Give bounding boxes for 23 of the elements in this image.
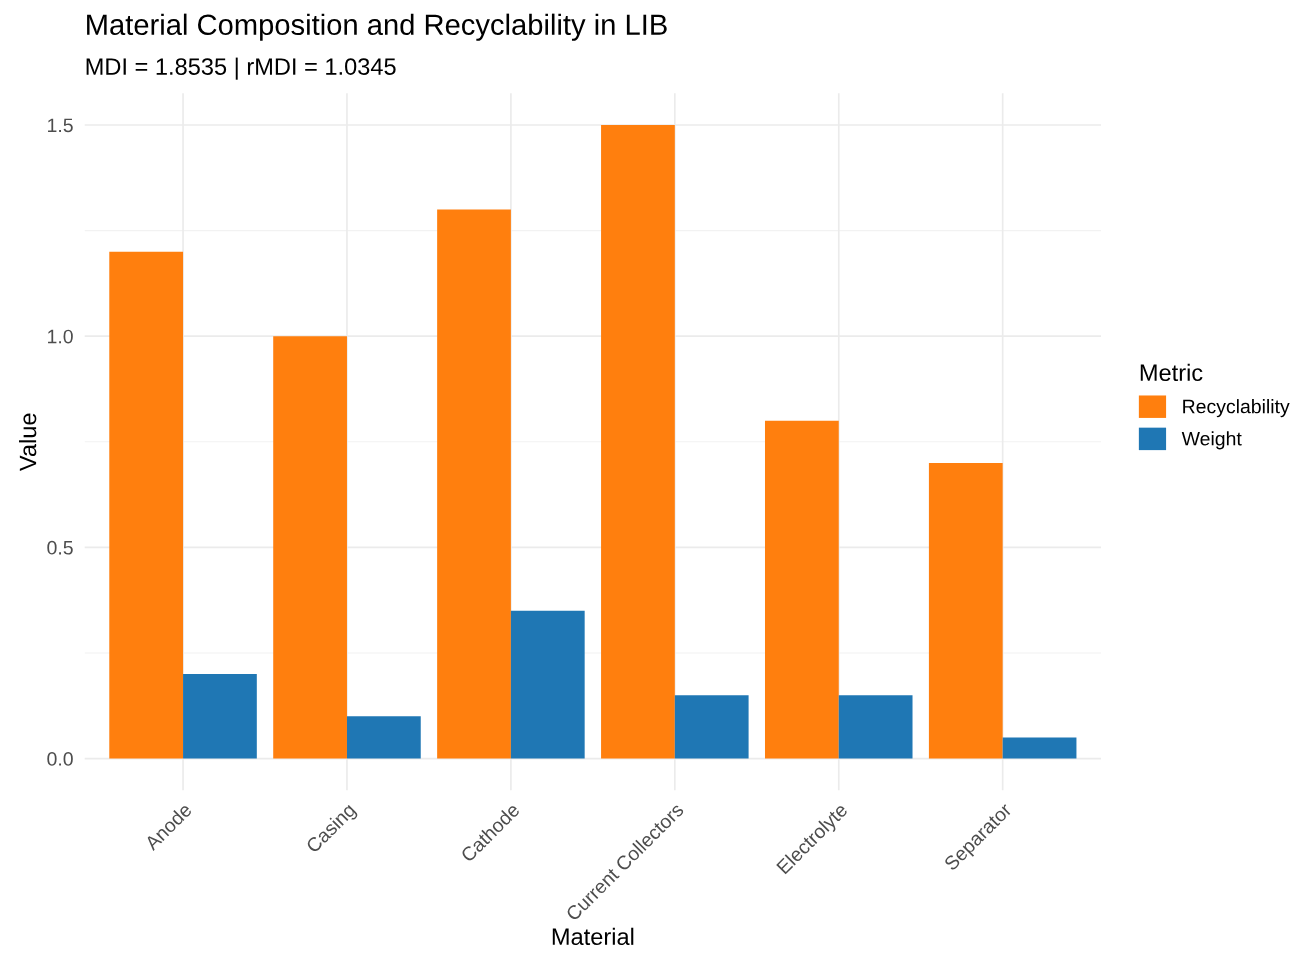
chart-title: Material Composition and Recyclability in LIB [87, 13, 667, 41]
bar [346, 716, 421, 759]
legend-title: Metric [1140, 363, 1203, 382]
bar [510, 610, 585, 759]
bar [273, 336, 347, 759]
bar [437, 209, 511, 759]
bar [838, 695, 913, 759]
chart-subtitle: MDI = 1.8535 | rMDI = 1.0345 [86, 57, 396, 80]
bar [601, 124, 675, 759]
y-tick-label: 0.0 [47, 752, 73, 766]
bar [109, 251, 184, 759]
y-tick-label: 1.0 [48, 329, 73, 344]
legend-label: Recyclability [1183, 399, 1290, 418]
bar [764, 420, 839, 759]
bar [674, 695, 749, 759]
y-tick-label: 1.5 [48, 118, 73, 133]
x-axis-title: Material [552, 927, 634, 946]
bar [1002, 737, 1077, 759]
legend-label: Weight [1181, 431, 1242, 450]
y-tick-label: 0.5 [47, 540, 73, 555]
bar [928, 462, 1003, 759]
y-axis-title: Value [18, 413, 37, 471]
bar [183, 674, 257, 759]
